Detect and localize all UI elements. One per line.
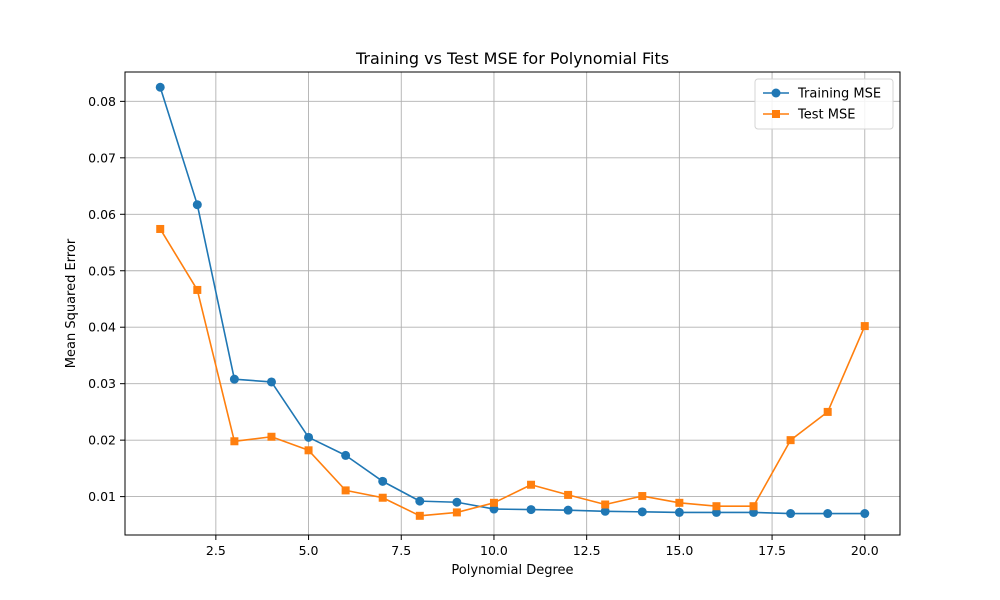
data-point [341,450,351,460]
data-point [674,507,684,517]
chart-title: Training vs Test MSE for Polynomial Fits [355,49,669,68]
y-tick-label: 0.07 [88,150,116,165]
x-tick-label: 2.5 [206,543,226,558]
legend-marker [772,110,780,118]
y-axis-label: Mean Squared Error [64,238,79,368]
data-point [489,498,498,507]
y-tick-label: 0.06 [88,207,116,222]
series-line [159,87,865,515]
x-tick-label: 5.0 [299,543,319,558]
data-point [823,407,832,416]
data-point [786,509,796,519]
legend-item: Training MSE [763,87,881,102]
series-test-mse [156,224,869,520]
data-point [675,498,684,507]
data-point [564,490,573,499]
data-point [230,437,239,446]
data-point [341,486,350,495]
data-point [527,480,536,489]
data-point [156,224,165,233]
legend-label: Test MSE [797,108,855,123]
data-point [415,496,425,506]
y-axis-ticks: 0.01 0.02 0.03 0.04 0.05 0.06 0.07 0.08 [88,94,125,504]
data-point [415,511,424,520]
data-point [638,492,647,501]
data-point [860,322,869,331]
data-point [304,432,314,442]
series-line [159,228,866,517]
x-tick-label: 10.0 [480,543,508,558]
x-tick-label: 15.0 [665,543,693,558]
y-tick-label: 0.08 [88,94,116,109]
legend-marker [771,88,781,98]
data-point [786,436,795,445]
y-tick-label: 0.05 [88,263,116,278]
data-point [229,374,239,384]
grid [125,72,900,535]
x-tick-label: 12.5 [573,543,601,558]
x-tick-label: 7.5 [391,543,411,558]
data-point [637,507,647,517]
y-tick-label: 0.02 [88,433,116,448]
data-point [600,506,610,516]
data-point [193,285,202,294]
series-layer [155,82,870,520]
data-point [452,497,462,507]
y-tick-label: 0.01 [88,489,116,504]
data-point [378,476,388,486]
legend-box [754,78,894,130]
plot-frame [124,71,901,536]
legend: Training MSE Test MSE [754,78,894,130]
legend-label: Training MSE [797,87,881,102]
data-point [452,508,461,517]
data-point [749,502,758,511]
data-point [860,509,870,519]
x-tick-label: 20.0 [851,543,879,558]
data-point [712,502,721,511]
x-tick-label: 17.5 [758,543,786,558]
series-training-mse [155,82,870,519]
data-point [601,500,610,509]
data-point [563,505,573,515]
data-point [266,377,276,387]
data-point [192,200,202,210]
x-axis-label: Polynomial Degree [451,563,573,578]
data-point [155,82,165,92]
legend-item: Test MSE [763,108,855,123]
x-axis-ticks: 2.5 5.0 7.5 10.0 12.5 15.0 17.5 20.0 [206,535,879,558]
data-point [304,446,313,455]
y-tick-label: 0.03 [88,376,116,391]
data-point [823,509,833,519]
data-point [378,493,387,502]
y-tick-label: 0.04 [88,320,116,335]
data-point [526,505,536,515]
data-point [267,432,276,441]
